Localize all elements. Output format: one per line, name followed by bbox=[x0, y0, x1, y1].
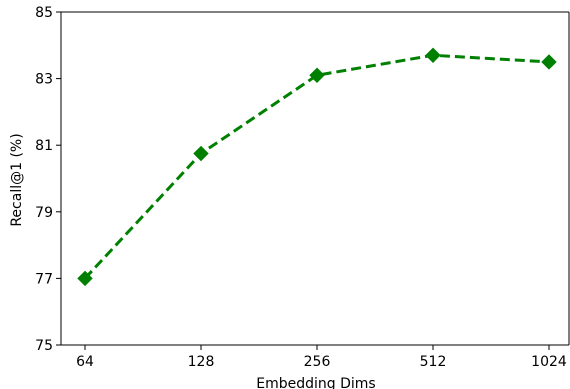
y-tick-label: 79 bbox=[35, 205, 53, 221]
series-line bbox=[83, 53, 550, 280]
data-point-marker bbox=[541, 54, 557, 70]
y-axis-label: Recall@1 (%) bbox=[9, 133, 25, 226]
y-tick-label: 81 bbox=[35, 138, 53, 154]
y-tick-label: 83 bbox=[35, 72, 53, 88]
x-axis-ticks: 64 128 256 512 1024 bbox=[76, 345, 567, 370]
y-tick-label: 75 bbox=[35, 338, 53, 354]
data-point-marker bbox=[309, 67, 325, 83]
x-tick-label: 128 bbox=[188, 354, 215, 370]
y-tick-label: 85 bbox=[35, 5, 53, 21]
y-axis-ticks: 75 77 79 81 83 85 bbox=[35, 5, 61, 354]
x-tick-label: 1024 bbox=[531, 354, 567, 370]
series-layer bbox=[77, 47, 557, 287]
x-tick-label: 512 bbox=[420, 354, 447, 370]
y-tick-label: 77 bbox=[35, 271, 53, 287]
data-point-marker bbox=[77, 270, 93, 287]
data-point-marker bbox=[193, 145, 209, 162]
x-tick-label: 256 bbox=[304, 354, 331, 370]
plot-area bbox=[60, 11, 570, 346]
data-point-marker bbox=[425, 47, 441, 63]
x-tick-label: 64 bbox=[76, 354, 94, 370]
x-axis-label: Embedding Dims bbox=[256, 376, 375, 389]
